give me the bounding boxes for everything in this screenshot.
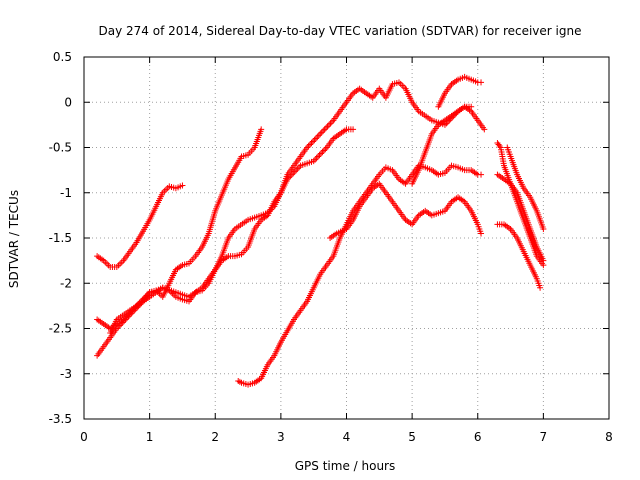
series-track-8 — [435, 73, 485, 110]
data-point — [317, 130, 324, 137]
data-point — [320, 127, 327, 134]
data-point — [315, 153, 322, 160]
data-point — [316, 152, 323, 159]
data-point — [323, 124, 330, 131]
data-point — [322, 146, 329, 153]
series-track-12 — [504, 144, 547, 232]
data-point — [311, 136, 318, 143]
data-point — [537, 284, 544, 291]
data-point — [540, 225, 547, 232]
data-point — [319, 149, 326, 156]
x-tick-label: 0 — [80, 430, 88, 444]
data-point — [312, 135, 319, 142]
x-tick-labels: 0 1 2 3 4 5 6 7 8 — [80, 430, 613, 444]
data-point — [309, 138, 316, 145]
x-tick-label: 7 — [540, 430, 548, 444]
data-point — [314, 133, 321, 140]
y-tick-label: -1.5 — [49, 231, 72, 245]
chart-title: Day 274 of 2014, Sidereal Day-to-day VTE… — [99, 24, 582, 38]
data-point — [350, 126, 357, 133]
data-point — [307, 141, 314, 148]
y-tick-label: -1 — [60, 186, 72, 200]
x-tick-label: 6 — [474, 430, 482, 444]
data-point — [328, 118, 335, 125]
data-point — [540, 257, 547, 264]
data-point — [321, 126, 328, 133]
data-point — [326, 121, 332, 128]
y-tick-label: -3.5 — [49, 412, 72, 426]
data-point — [481, 126, 488, 133]
series-track-1 — [94, 182, 186, 270]
x-tick-label: 5 — [408, 430, 416, 444]
y-tick-label: -2.5 — [49, 322, 72, 336]
series-track-3 — [94, 126, 357, 332]
data-point — [478, 171, 485, 178]
x-axis-label: GPS time / hours — [295, 459, 396, 473]
data-point — [468, 103, 475, 110]
x-tick-label: 4 — [343, 430, 351, 444]
data-point — [324, 123, 331, 130]
series-track-5 — [235, 162, 485, 388]
y-tick-labels: 0.5 0 -0.5 -1 -1.5 -2 -2.5 -3 -3.5 — [49, 50, 72, 426]
data-point — [308, 139, 315, 146]
data-point — [317, 150, 324, 157]
y-tick-label: 0.5 — [53, 50, 72, 64]
y-tick-label: -0.5 — [49, 141, 72, 155]
series-track-9 — [494, 221, 544, 291]
x-tick-label: 1 — [146, 430, 154, 444]
x-tick-label: 8 — [605, 430, 613, 444]
data-point — [478, 230, 485, 237]
data-point — [318, 129, 325, 136]
data-point — [258, 126, 265, 133]
data-point — [478, 79, 485, 86]
data-point — [315, 132, 322, 139]
data-point — [305, 142, 312, 149]
series-track-7 — [409, 103, 475, 187]
y-axis-label: SDTVAR / TECUs — [7, 190, 21, 288]
data-point — [313, 155, 320, 162]
y-tick-label: 0 — [64, 95, 72, 109]
series-track-11 — [494, 171, 547, 264]
x-tick-label: 2 — [211, 430, 219, 444]
data-points — [94, 73, 547, 388]
axis-ticks — [83, 56, 610, 420]
data-point — [179, 182, 186, 189]
series-track-6 — [327, 180, 485, 241]
grid — [84, 57, 609, 419]
series-track-10 — [494, 139, 547, 269]
x-tick-label: 3 — [277, 430, 285, 444]
y-tick-label: -3 — [60, 367, 72, 381]
y-tick-label: -2 — [60, 276, 72, 290]
data-point — [327, 120, 334, 127]
data-point — [320, 147, 327, 154]
series-track-4 — [107, 79, 488, 337]
